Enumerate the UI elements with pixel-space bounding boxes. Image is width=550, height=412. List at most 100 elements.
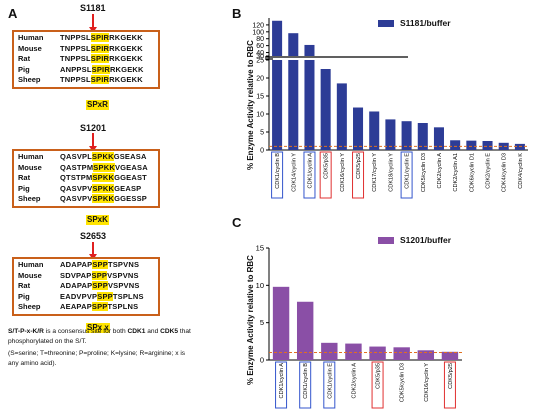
y-tick-label: 25 [256,58,264,65]
y-tick-label: 10 [256,112,264,119]
category-label: CDK1/cyclin A [279,363,285,399]
chart-c-legend-label: S1201/buffer [400,235,452,245]
sequence-before: TNPPSL [60,54,91,63]
species-name: Mouse [18,162,42,172]
consensus-cdk5: CDK5 [160,328,179,335]
consensus-note: S/T-P-x-K/R is a consensus site for both… [8,327,233,368]
sequence-after: RKGEKK [109,54,143,63]
sequence-motif-highlight: SPKK [92,194,115,203]
category-label: CDK6/cyclin D1 [469,153,475,192]
chart-b-legend: S1181/buffer [378,18,451,28]
sequence-motif-highlight: SPKK [92,183,115,193]
y-tick-label: 10 [256,281,264,290]
bar [272,286,290,360]
site-arrow-icon [89,133,97,152]
sequence-text: QASVPVSPKKGGESSP [60,194,147,205]
species-name: Pig [18,183,30,193]
sequence-after: RKGEKK [109,64,144,74]
category-label: CDK2/cyclin A1 [453,153,459,192]
sequence-motif-highlight: SPIR [90,75,110,84]
bar [321,342,338,360]
category-label: CDK1/cyclin B [303,363,309,399]
sequence-text: QASVPLSPKKGSEASA [60,152,147,163]
sequence-row: Sheep TNPPSLSPIRRKGEKK [18,75,154,86]
chart-b-ylabel: % Enzyme Activity relative to RBC [246,40,255,170]
category-label: CDK5/p25 [356,153,362,179]
sequence-before: ADAPAP [60,260,93,269]
species-name: Mouse [18,270,42,280]
sequence-after: RKGEKK [109,75,143,84]
sequence-motif-highlight: SPIR [90,54,110,63]
y-tick-label: 15 [256,94,264,101]
sequence-before: TNPPSL [60,43,91,53]
sequence-alignment-box: Human TNPPSLSPIRRKGEKK Mouse TNPPSLSPIRRKGE… [12,30,160,89]
species-name: Sheep [18,194,41,203]
sequence-motif-highlight: SPKK [93,162,115,172]
category-label: CDK16/cyclin Y [424,363,430,402]
consensus-line-3: (S=serine; T=threonine; P=proline; K=lys… [8,350,186,357]
bar [272,60,283,150]
category-highlight-box [299,361,312,409]
consensus-motif-label: SPxK [86,215,109,225]
category-highlight-box [323,361,336,409]
species-name: Mouse [18,43,42,53]
sequence-after: TSPVNS [107,260,140,269]
species-name: Rat [18,173,31,182]
bar [441,351,459,360]
species-name: Pig [18,291,30,301]
sequence-row: Pig ANPPSLSPIRRKGEKK [18,64,154,76]
sequence-motif-highlight: SPP [92,260,108,269]
sequence-text: TNPPSLSPIRRKGEKK [60,33,143,44]
sequence-row: Human QASVPLSPKKGSEASA [18,152,154,163]
sequence-text: TNPPSLSPIRRKGEKK [60,43,143,55]
bar [401,121,412,150]
sequence-row: Rat QTSTPMSPKKGGEAST [18,173,154,184]
category-highlight-box [275,361,288,409]
sequence-before: EADVPVP [60,291,98,301]
bar [466,140,477,150]
sequence-row: Pig EADVPVPSPPTSPLNS [18,291,154,303]
category-label: CDK16/cyclin Y [340,153,346,192]
sequence-row: Rat ADAPAPSPPVSPVNS [18,281,154,292]
species-name: Human [18,33,44,42]
sequence-after: TSPLNS [107,302,139,311]
category-label: CDK1/cyclin B [275,153,281,189]
category-label: CDK1/cyclin E [327,363,333,399]
bar [498,142,509,150]
sequence-after: GGESSP [114,194,147,203]
species-name: Human [18,260,44,269]
sequence-row: Mouse SDVPAPSPPVSPVNS [18,270,154,282]
consensus-that: that [178,328,191,335]
consensus-motif-label: SPx x [86,323,110,333]
consensus-motif: S/T-P-x-K/R [8,328,44,335]
sequence-alignment-box: Human QASVPLSPKKGSEASA Mouse QASTPMSPKKVGEA… [12,149,160,208]
species-name: Sheep [18,75,41,84]
sequence-before: TNPPSL [60,33,91,42]
sequence-text: ADAPAPSPPVSPVNS [60,281,140,292]
consensus-text: is a consensus site for both [43,328,128,335]
site-title-s1181: S1181 [80,3,106,13]
category-label: CDK4/cyclin D3 [502,153,508,192]
consensus-and: and [145,328,161,335]
bar [353,107,364,150]
sequence-motif-highlight: SPIR [90,33,110,42]
sequence-motif-highlight: SPP [91,270,108,280]
site-arrow-icon [89,242,97,260]
consensus-cdk1: CDK1 [127,328,146,335]
y-tick-label: 5 [260,318,264,327]
sequence-text: AEAPAPSPPTSPLNS [60,302,138,313]
sequence-row: Sheep AEAPAPSPPTSPLNS [18,302,154,313]
chart-c-legend: S1201/buffer [378,235,451,245]
category-label: CDK5/p25 [448,363,454,389]
panel-a-letter: A [8,6,18,21]
chart-b-legend-label: S1181/buffer [400,18,451,28]
sequence-after: TSPLNS [112,291,144,301]
site-title-s2653: S2653 [80,231,107,241]
category-highlight-box [303,151,316,199]
bar [385,119,396,150]
bar-upper [304,44,315,56]
y-tick-label: 0 [260,356,264,365]
sequence-alignment-box: Human ADAPAPSPPTSPVNS Mouse SDVPAPSPPVSPVNS… [12,257,160,316]
chart-c-legend-swatch [378,236,394,244]
sequence-before: SDVPAP [60,270,92,280]
